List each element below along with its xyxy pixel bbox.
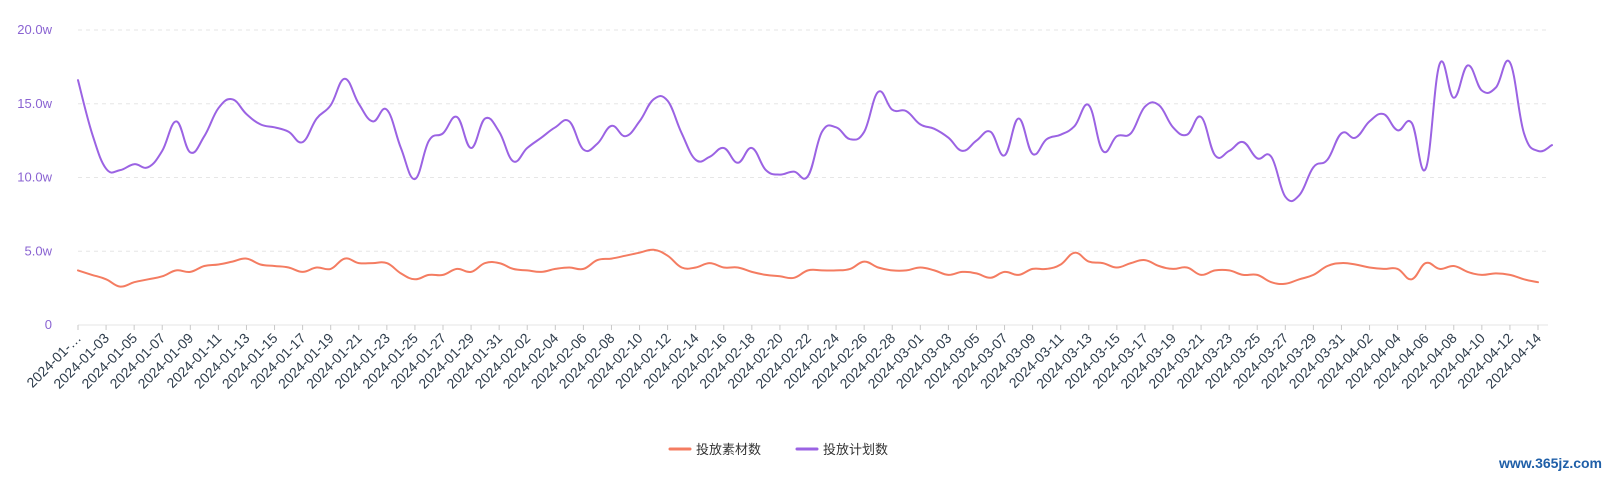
series-line-1[interactable] [77,248,1539,288]
series-line-2[interactable] [77,59,1553,203]
y-tick-label: 10.0w [17,170,52,185]
y-tick-label: 0 [45,317,52,332]
legend-label[interactable]: 投放计划数 [823,442,888,457]
y-axis: 0 5.0w 10.0w 15.0w 20.0w [17,22,52,332]
y-tick-label: 15.0w [17,96,52,111]
watermark-text: www.365jz.com [1498,455,1602,471]
x-axis: 2024-01-…2024-01-032024-01-052024-01-072… [23,325,1544,392]
legend-label[interactable]: 投放素材数 [696,442,761,457]
y-tick-label: 5.0w [25,243,53,258]
legend[interactable]: 投放素材数 投放计划数 [668,442,888,457]
gridlines [78,29,1548,326]
y-tick-label: 20.0w [17,22,52,37]
series-lines [77,59,1553,288]
